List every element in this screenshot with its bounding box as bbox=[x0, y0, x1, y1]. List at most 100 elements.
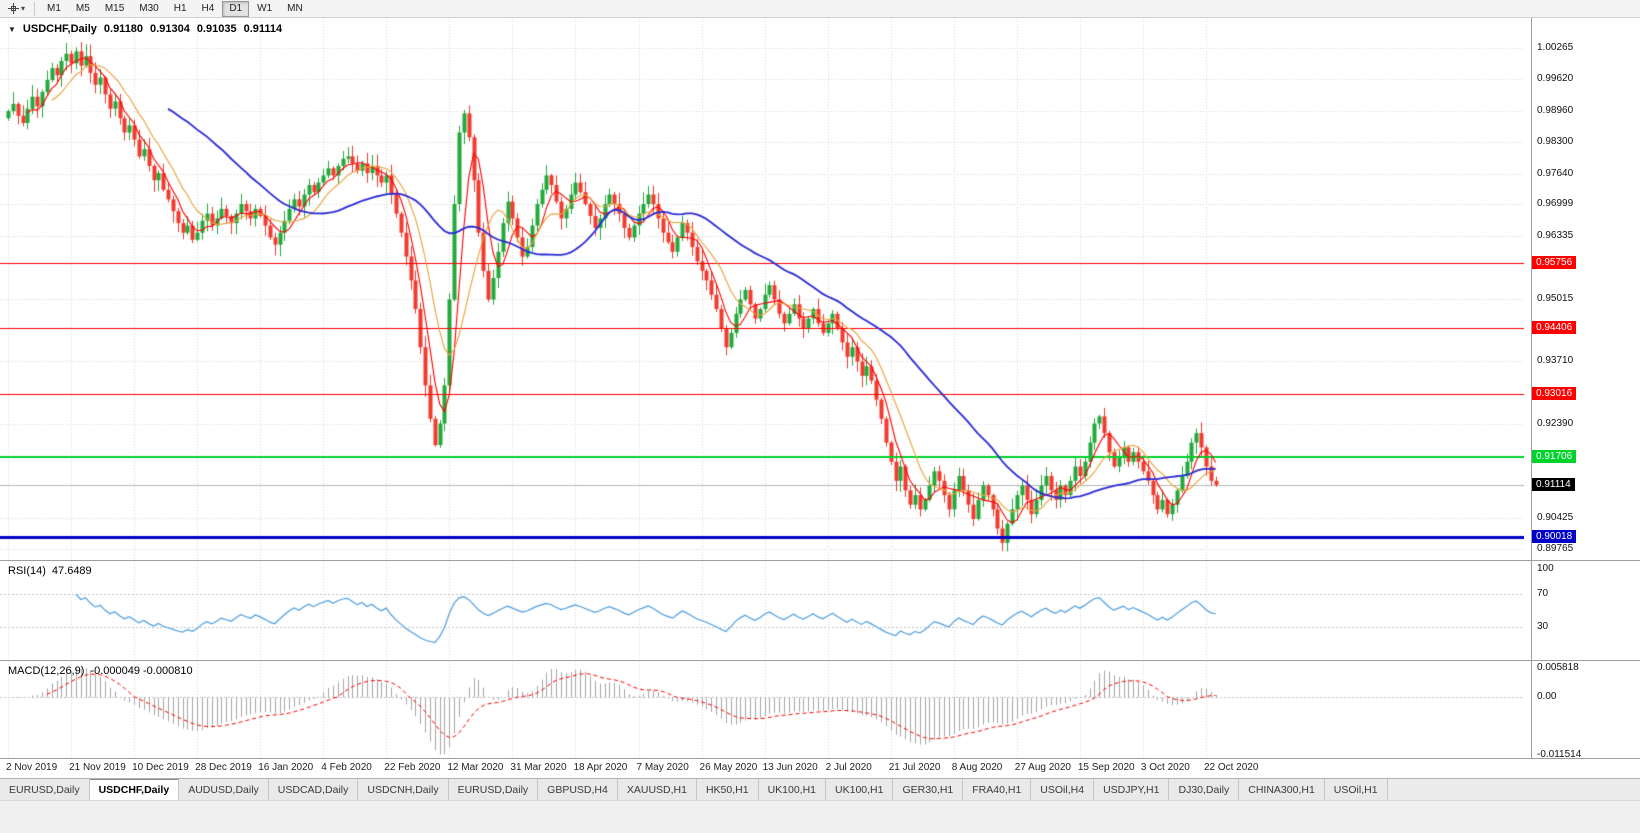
macd-label: MACD(12,26,9) -0.000049 -0.000810 bbox=[8, 665, 193, 677]
period-button-m5[interactable]: M5 bbox=[75, 3, 90, 14]
price-axis-tick: 0.99620 bbox=[1537, 73, 1574, 85]
tab-dj30-daily[interactable]: DJ30,Daily bbox=[1169, 779, 1240, 800]
level-price-badge: 0.94406 bbox=[1532, 320, 1577, 334]
pane-divider-macd[interactable] bbox=[0, 660, 1640, 661]
tab-hk50-h1[interactable]: HK50,H1 bbox=[696, 779, 759, 800]
tab-eurusd-daily[interactable]: EURUSD,Daily bbox=[448, 779, 539, 800]
pane-divider-rsi[interactable] bbox=[0, 560, 1640, 561]
tab-china300-h1[interactable]: CHINA300,H1 bbox=[1239, 779, 1325, 800]
chart-title-bar: ▼ USDCHF,Daily 0.91180 0.91304 0.91035 0… bbox=[8, 23, 282, 35]
price-axis-tick: 0.93710 bbox=[1537, 355, 1574, 367]
ohlc-low: 0.91035 bbox=[196, 23, 237, 35]
tab-usoil-h1[interactable]: USOil,H1 bbox=[1324, 779, 1388, 800]
macd-axis-tick: 0.005818 bbox=[1537, 662, 1579, 673]
rsi-value: 47.6489 bbox=[51, 565, 92, 577]
time-axis-label: 31 Mar 2020 bbox=[510, 762, 567, 773]
level-price-badge: 0.93016 bbox=[1532, 387, 1577, 401]
period-button-d1[interactable]: D1 bbox=[222, 0, 250, 17]
period-button-m30[interactable]: M30 bbox=[139, 3, 159, 14]
tab-uk100-h1[interactable]: UK100,H1 bbox=[758, 779, 827, 800]
period-button-h1[interactable]: H1 bbox=[173, 3, 187, 14]
crosshair-icon bbox=[8, 3, 19, 14]
tab-usdcnh-daily[interactable]: USDCNH,Daily bbox=[358, 779, 449, 800]
macd-values: -0.000049 -0.000810 bbox=[90, 665, 193, 677]
time-axis-label: 12 Mar 2020 bbox=[447, 762, 504, 773]
macd-name: MACD(12,26,9) bbox=[8, 665, 85, 677]
tab-eurusd-daily[interactable]: EURUSD,Daily bbox=[0, 779, 90, 800]
tab-usoil-h4[interactable]: USOil,H4 bbox=[1031, 779, 1095, 800]
ohlc-close: 0.91114 bbox=[243, 23, 283, 35]
period-button-w1[interactable]: W1 bbox=[257, 3, 273, 14]
time-axis-label: 2 Jul 2020 bbox=[825, 762, 872, 773]
cursor-tool-button[interactable]: ▾ bbox=[3, 1, 29, 17]
time-axis-label: 28 Dec 2019 bbox=[195, 762, 252, 773]
chart-tab-bar: EURUSD,Daily USDCHF,Daily AUDUSD,Daily USDC… bbox=[0, 778, 1640, 800]
price-axis-tick: 0.89765 bbox=[1537, 543, 1574, 555]
level-price-badge: 0.91706 bbox=[1532, 449, 1577, 463]
rsi-axis-tick: 100 bbox=[1537, 563, 1554, 575]
tab-audusd-daily[interactable]: AUDUSD,Daily bbox=[179, 779, 269, 800]
rsi-axis-tick: 30 bbox=[1537, 621, 1549, 632]
price-axis-tick: 0.90425 bbox=[1537, 511, 1574, 523]
period-button-h4[interactable]: H4 bbox=[201, 3, 215, 14]
time-axis-label: 18 Apr 2020 bbox=[573, 762, 628, 773]
time-axis-label: 8 Aug 2020 bbox=[951, 762, 1003, 773]
time-axis-label: 21 Nov 2019 bbox=[69, 762, 126, 773]
time-axis-label: 22 Feb 2020 bbox=[384, 762, 441, 773]
price-axis-tick: 0.96335 bbox=[1537, 229, 1574, 241]
chart-symbol-label: USDCHF,Daily bbox=[22, 23, 97, 35]
price-axis-tick: 0.98300 bbox=[1537, 136, 1574, 148]
toolbar-separator bbox=[34, 1, 36, 16]
time-axis-label: 15 Sep 2020 bbox=[1077, 762, 1135, 773]
price-axis-tick: 0.96999 bbox=[1537, 198, 1574, 210]
rsi-label: RSI(14) 47.6489 bbox=[8, 565, 92, 577]
status-bar bbox=[0, 800, 1640, 833]
price-axis-tick: 0.98960 bbox=[1537, 104, 1574, 116]
ohlc-open: 0.91180 bbox=[103, 23, 144, 35]
tab-usdchf-daily[interactable]: USDCHF,Daily bbox=[89, 779, 180, 800]
time-axis-label: 22 Oct 2020 bbox=[1203, 762, 1259, 773]
rsi-pane-canvas[interactable] bbox=[0, 561, 1524, 660]
chart-collapse-icon[interactable]: ▼ bbox=[8, 24, 16, 34]
price-axis-tick: 0.95015 bbox=[1537, 292, 1574, 304]
price-axis-tick: 0.97640 bbox=[1537, 167, 1574, 179]
level-price-badge: 0.90018 bbox=[1532, 530, 1577, 544]
time-axis-label: 10 Dec 2019 bbox=[132, 762, 189, 773]
macd-axis-tick: -0.011514 bbox=[1537, 748, 1582, 760]
time-axis: 2 Nov 2019 21 Nov 2019 10 Dec 2019 28 Dec 2… bbox=[0, 759, 1531, 778]
level-price-badge: 0.95756 bbox=[1532, 256, 1577, 270]
tab-usdjpy-h1[interactable]: USDJPY,H1 bbox=[1094, 779, 1170, 800]
time-axis-label: 13 Jun 2020 bbox=[762, 762, 818, 773]
current-price-badge: 0.91114 bbox=[1532, 477, 1575, 491]
period-button-m1[interactable]: M1 bbox=[47, 3, 61, 14]
tab-fra40-h1[interactable]: FRA40,H1 bbox=[963, 779, 1032, 800]
tab-usdcad-daily[interactable]: USDCAD,Daily bbox=[268, 779, 359, 800]
tab-gbpusd-h4[interactable]: GBPUSD,H4 bbox=[538, 779, 618, 800]
time-axis-label: 7 May 2020 bbox=[636, 762, 689, 773]
period-button-mn[interactable]: MN bbox=[287, 3, 303, 14]
time-axis-label: 4 Feb 2020 bbox=[321, 762, 372, 773]
tab-uk100-h1[interactable]: UK100,H1 bbox=[826, 779, 894, 800]
main-chart-canvas[interactable] bbox=[0, 18, 1524, 560]
time-axis-label: 26 May 2020 bbox=[699, 762, 758, 773]
time-axis-label: 27 Aug 2020 bbox=[1014, 762, 1071, 773]
tab-ger30-h1[interactable]: GER30,H1 bbox=[893, 779, 964, 800]
time-axis-label: 3 Oct 2020 bbox=[1140, 762, 1190, 773]
price-axis-separator bbox=[1531, 18, 1532, 759]
tab-xauusd-h1[interactable]: XAUUSD,H1 bbox=[617, 779, 697, 800]
chevron-down-icon: ▾ bbox=[21, 4, 26, 13]
ohlc-high: 0.91304 bbox=[150, 23, 190, 35]
macd-axis-tick: 0.00 bbox=[1537, 691, 1557, 702]
timeframe-toolbar: ▾ M1 M5 M15 M30 H1 H4 D1 W1 MN bbox=[0, 0, 1640, 18]
time-axis-label: 2 Nov 2019 bbox=[6, 762, 58, 773]
macd-pane-canvas[interactable] bbox=[0, 661, 1524, 758]
rsi-axis-tick: 70 bbox=[1537, 588, 1549, 599]
price-axis-tick: 1.00265 bbox=[1537, 42, 1574, 54]
period-button-m15[interactable]: M15 bbox=[104, 3, 125, 14]
time-axis-label: 21 Jul 2020 bbox=[888, 762, 941, 773]
pane-divider-dates bbox=[0, 758, 1640, 759]
rsi-name: RSI(14) bbox=[8, 565, 46, 577]
period-buttons: M1 M5 M15 M30 H1 H4 D1 W1 MN bbox=[40, 0, 310, 17]
time-axis-label: 16 Jan 2020 bbox=[258, 762, 314, 773]
chart-window: ▼ USDCHF,Daily 0.91180 0.91304 0.91035 0… bbox=[0, 18, 1640, 778]
